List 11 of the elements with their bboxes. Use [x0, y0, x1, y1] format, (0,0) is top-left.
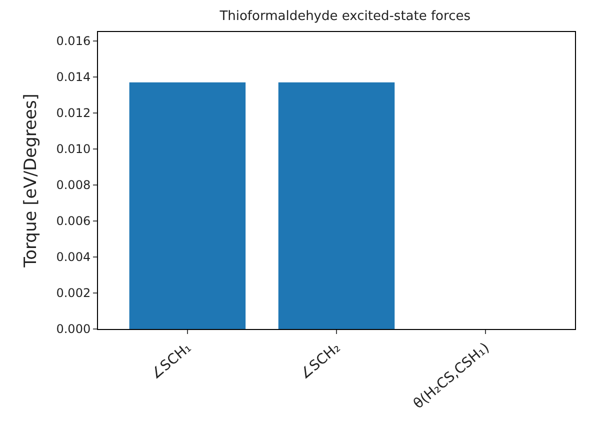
y-tick-label: 0.004 — [56, 250, 91, 264]
y-tick-label: 0.000 — [56, 322, 91, 336]
y-tick-label: 0.010 — [56, 142, 91, 156]
y-axis-title: Torque [eV/Degrees] — [20, 94, 41, 268]
y-tick-label: 0.006 — [56, 214, 91, 228]
y-tick-label: 0.012 — [56, 106, 91, 120]
chart-title: Thioformaldehyde excited-state forces — [218, 9, 471, 24]
y-tick-label: 0.016 — [56, 34, 91, 48]
y-tick-label: 0.002 — [56, 286, 91, 300]
y-tick-label: 0.014 — [56, 70, 91, 84]
y-tick-label: 0.008 — [56, 178, 91, 192]
